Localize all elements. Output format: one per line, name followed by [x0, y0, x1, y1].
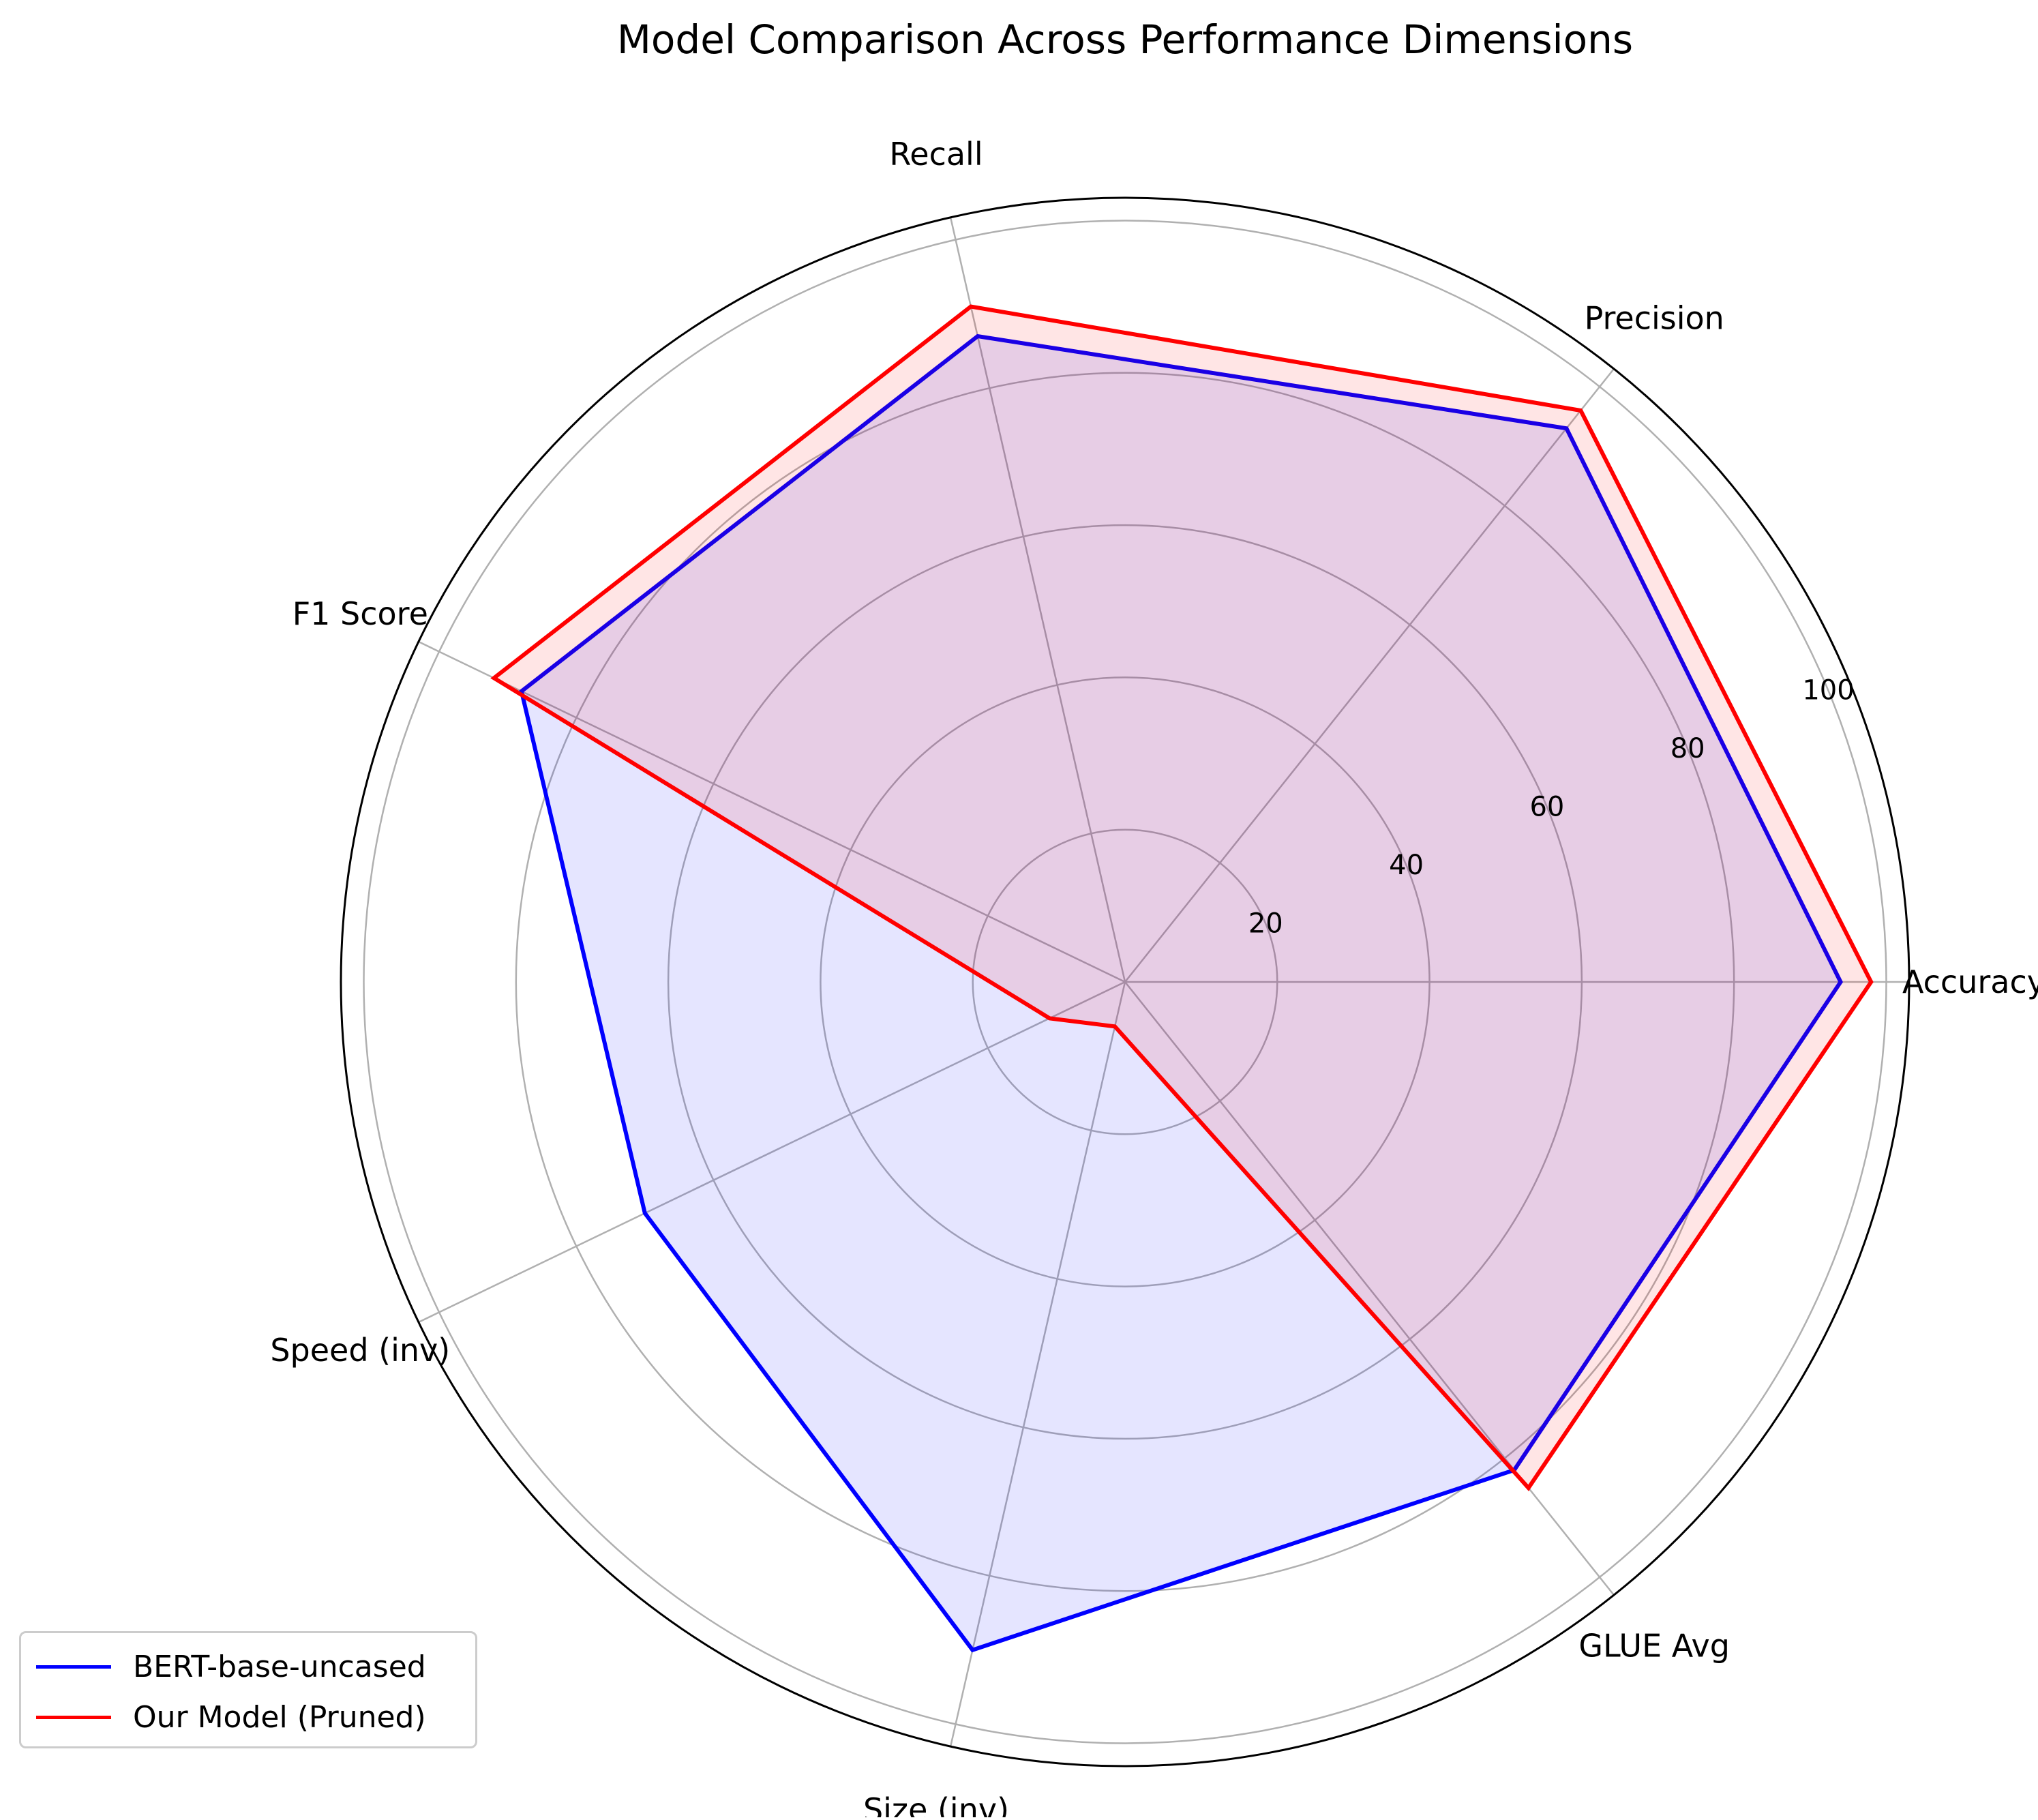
radar-grid: [340, 196, 1910, 1767]
series-line-bert-base-uncased: [519, 333, 1843, 1653]
legend-swatch-our-model: [36, 1715, 111, 1719]
spoke-speed-inv: [418, 981, 1126, 1324]
series-area-our-model-pruned: [494, 306, 1872, 1488]
legend-label-our-model: Our Model (Pruned): [133, 1699, 426, 1735]
legend: BERT-base-uncased Our Model (Pruned): [19, 1631, 477, 1748]
axis-label-glue-avg: GLUE Avg: [1578, 1627, 1730, 1664]
radial-tick-label-60: 60: [1529, 792, 1564, 823]
chart-title: Model Comparison Across Performance Dime…: [617, 16, 1633, 63]
axis-label-size-inv: Size (inv): [863, 1791, 1009, 1817]
spoke-glue-avg: [1124, 981, 1615, 1596]
series-line-our-model-pruned: [490, 304, 1874, 1491]
axis-label-precision: Precision: [1585, 300, 1724, 337]
spoke-recall: [949, 217, 1126, 983]
axis-label-accuracy: Accuracy: [1902, 964, 2038, 1000]
radial-tick-label-100: 100: [1802, 675, 1854, 706]
polar-frame: [340, 196, 1910, 1767]
axis-label-f1-score: F1 Score: [293, 595, 428, 632]
radar-series: [490, 304, 1874, 1653]
legend-label-bert: BERT-base-uncased: [133, 1649, 426, 1684]
legend-item-bert: BERT-base-uncased: [36, 1643, 426, 1690]
axis-label-speed-inv: Speed (inv): [270, 1332, 450, 1369]
radar-labels: 20 40 60 80 100 Accuracy Precision Recall F1 Sco…: [270, 136, 2038, 1820]
radial-tick-label-40: 40: [1389, 850, 1424, 881]
axis-label-recall: Recall: [889, 136, 983, 173]
legend-swatch-bert: [36, 1665, 111, 1669]
radial-tick-label-20: 20: [1248, 908, 1283, 940]
spoke-f1-score: [418, 640, 1126, 983]
series-area-bert-base-uncased: [521, 336, 1841, 1650]
spoke-precision: [1124, 368, 1615, 983]
radial-tick-label-80: 80: [1670, 733, 1705, 764]
legend-item-our-model: Our Model (Pruned): [36, 1693, 426, 1741]
spoke-size-inv: [949, 981, 1126, 1747]
